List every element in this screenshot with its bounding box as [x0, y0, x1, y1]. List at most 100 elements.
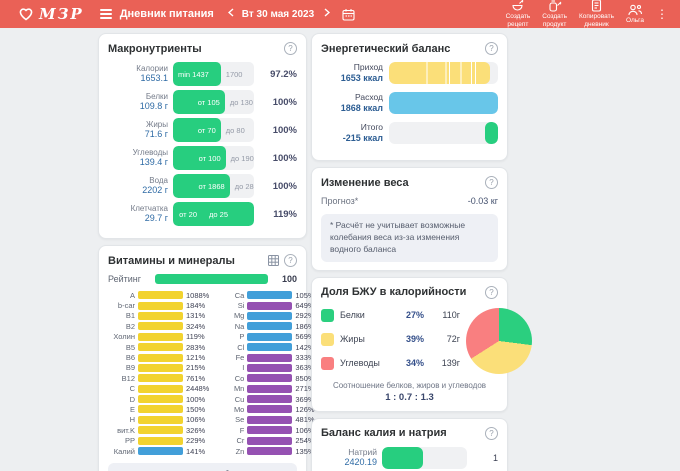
mineral-name: Mn: [233, 384, 245, 394]
macro-value: 2202 г: [142, 185, 168, 196]
mineral-percent: 126%: [295, 404, 315, 414]
mineral-row: Si 649%: [217, 300, 315, 311]
macro-percent: 100%: [272, 124, 297, 136]
copy-diary-button[interactable]: Копировать дневник: [579, 0, 614, 29]
vitamin-bar: [138, 332, 183, 341]
forecast-value: -0.03 кг: [467, 196, 498, 206]
vitamin-percent: 150%: [186, 404, 206, 414]
energy-bar: [389, 62, 498, 84]
vitamin-row: B9 215%: [108, 363, 209, 373]
vitamin-row: PP 229%: [108, 435, 209, 445]
sodium-potassium-card: Баланс калия и натрия ? Натрий 2420.19 1: [311, 417, 508, 471]
app-logo[interactable]: МЗР: [18, 5, 84, 23]
macro-row: Калории 1653.1 min 1437 1700 97.2%: [108, 62, 297, 86]
rating-value: 100: [281, 274, 297, 284]
app-header: МЗР Дневник питания Вт 30 мая 2023 Созда…: [0, 0, 680, 28]
mineral-name: Na: [234, 321, 245, 331]
mineral-percent: 105%: [295, 290, 315, 300]
vitamin-name: B1: [125, 311, 135, 321]
next-day-button[interactable]: [322, 8, 332, 20]
macro-progress-bar: от 100 до 190: [173, 146, 254, 170]
mineral-percent: 106%: [295, 425, 315, 435]
more-options-icon[interactable]: ⋮: [656, 7, 668, 21]
vitamin-bar: [138, 291, 183, 300]
mineral-name: Co: [234, 373, 245, 383]
help-icon[interactable]: ?: [284, 254, 297, 267]
vitamin-row: C 2448%: [108, 384, 210, 394]
mineral-name: P: [239, 332, 245, 342]
legend-swatch: [321, 308, 334, 322]
date-label[interactable]: Вт 30 мая 2023: [241, 8, 315, 20]
mineral-name: Fe: [235, 353, 245, 363]
mineral-percent: 292%: [295, 311, 315, 321]
help-icon[interactable]: ?: [485, 42, 498, 55]
recipe-icon: [511, 0, 525, 13]
macro-name: Жиры: [145, 119, 168, 129]
help-icon[interactable]: ?: [485, 285, 498, 299]
right-column: Энергетический баланс ? Приход 1653 ккал: [311, 33, 532, 471]
legend-percent: 34%: [405, 358, 424, 369]
macro-row: Углеводы 139.4 г от 100 до 190 100%: [108, 146, 297, 170]
legend-name: Углеводы: [340, 358, 380, 369]
vitamin-bar: [138, 436, 183, 445]
mineral-bar: [247, 405, 293, 414]
vitamin-row: b-car 184%: [108, 300, 209, 310]
nak-bar: [382, 446, 467, 469]
mineral-bar: [247, 332, 293, 341]
bju-legend-row: Углеводы 34% 139г: [321, 356, 460, 370]
legend-name: Белки: [340, 310, 365, 321]
energy-value: 1653 ккал: [340, 72, 383, 83]
energy-bar: [389, 92, 498, 114]
vitamin-bar: [138, 353, 183, 362]
vitamin-row: B5 283%: [108, 342, 209, 352]
vitamin-percent: 1088%: [186, 290, 210, 300]
vitamin-percent: 100%: [186, 394, 206, 404]
page-title: Дневник питания: [119, 8, 214, 20]
mineral-row: Cl 142%: [217, 342, 314, 352]
nak-value: 2420.19: [344, 457, 377, 468]
vitamin-row: D 100%: [108, 394, 209, 404]
mineral-row: Fe 333%: [217, 352, 315, 363]
rating-bar: [155, 274, 268, 284]
help-icon[interactable]: ?: [284, 42, 297, 55]
vitamin-name: B12: [121, 373, 135, 383]
legend-grams: 139г: [441, 358, 460, 369]
macro-percent: 97.2%: [270, 68, 297, 80]
vitamin-row: вит.K 326%: [108, 425, 209, 435]
calendar-icon[interactable]: [342, 8, 355, 21]
create-recipe-button[interactable]: Создать рецепт: [506, 0, 530, 29]
create-product-button[interactable]: Создать продукт: [542, 0, 567, 29]
help-icon[interactable]: ?: [485, 176, 498, 189]
table-view-icon[interactable]: [268, 255, 279, 266]
vitamin-percent: 2448%: [186, 384, 210, 394]
macro-percent: 100%: [272, 152, 297, 164]
menu-icon[interactable]: [99, 9, 112, 19]
bju-pie-chart: [466, 307, 532, 374]
macro-limit-label: до 80: [225, 125, 245, 135]
user-icon: [627, 4, 643, 17]
mineral-bar: [247, 415, 293, 424]
mineral-bar: [247, 436, 293, 445]
vitamin-percent: 215%: [186, 363, 206, 373]
rating-label: Рейтинг: [108, 274, 142, 284]
vitamin-name: D: [129, 394, 135, 404]
mineral-row: Co 850%: [217, 373, 315, 383]
bju-legend: Белки 27% 110г Жиры 39% 72г Углеводы: [321, 308, 460, 381]
mineral-bar: [247, 301, 293, 310]
vitamins-note: Количество нутриентов может быть неполны…: [108, 463, 297, 471]
help-icon[interactable]: ?: [485, 426, 498, 440]
vitamin-bar: [138, 426, 183, 435]
user-menu-button[interactable]: Ольга: [626, 4, 644, 25]
mineral-percent: 369%: [295, 394, 315, 404]
vitamin-percent: 761%: [186, 373, 206, 383]
bju-ratio: 1 : 0.7 : 1.3: [385, 391, 434, 403]
mineral-name: Si: [237, 301, 245, 311]
vitamin-name: PP: [124, 436, 135, 446]
vitamin-bar: [138, 363, 183, 372]
prev-day-button[interactable]: [226, 8, 236, 20]
macro-progress-bar: min 1437 1700: [173, 62, 254, 86]
vitamin-row: B2 324%: [108, 321, 209, 331]
legend-grams: 110г: [442, 310, 460, 321]
mineral-row: Cu 369%: [217, 394, 315, 404]
macro-limit-label: до 2802: [234, 181, 254, 191]
